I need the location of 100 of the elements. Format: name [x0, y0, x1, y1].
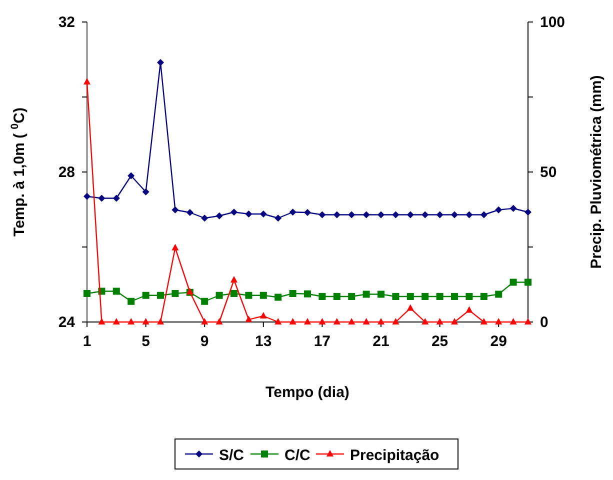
- point: [362, 290, 370, 298]
- point: [245, 210, 252, 218]
- point: [480, 293, 488, 300]
- point: [304, 290, 311, 298]
- point: [142, 318, 150, 324]
- x-tick-label: 21: [372, 333, 390, 350]
- x-tick-label: 13: [255, 333, 272, 350]
- y-tick-label: 24: [58, 314, 76, 331]
- point: [84, 290, 90, 297]
- point: [245, 316, 252, 322]
- point: [112, 318, 120, 324]
- point: [112, 288, 120, 295]
- point: [84, 78, 90, 84]
- point: [230, 276, 238, 282]
- point: [378, 318, 384, 324]
- point: [230, 208, 238, 216]
- point: [157, 292, 164, 299]
- point: [406, 211, 414, 218]
- point: [480, 211, 488, 218]
- point: [274, 318, 282, 324]
- point: [157, 59, 164, 66]
- point: [128, 318, 135, 324]
- point: [333, 211, 340, 218]
- point: [98, 318, 106, 324]
- point: [378, 211, 384, 218]
- point: [304, 318, 311, 324]
- point: [524, 208, 532, 216]
- point: [318, 293, 326, 300]
- point: [480, 318, 488, 324]
- point: [436, 211, 444, 218]
- point: [362, 211, 370, 218]
- point: [466, 211, 473, 218]
- point: [98, 194, 106, 202]
- point: [172, 290, 179, 297]
- point: [436, 293, 444, 300]
- point: [495, 290, 502, 298]
- point: [451, 318, 458, 324]
- point: [392, 211, 400, 218]
- point: [289, 290, 296, 297]
- point: [333, 293, 340, 300]
- point: [451, 293, 458, 300]
- point: [495, 318, 502, 324]
- point: [524, 278, 532, 286]
- point: [230, 290, 238, 297]
- point: [245, 292, 252, 299]
- x-tick-label: 25: [431, 333, 448, 350]
- point: [466, 306, 473, 313]
- x-tick-label: 5: [142, 333, 150, 350]
- x-tick-label: 1: [82, 333, 92, 350]
- point: [186, 209, 194, 216]
- point: [172, 244, 179, 250]
- legend-label: Precipitação: [350, 447, 440, 464]
- point: [142, 292, 150, 299]
- point: [201, 298, 208, 305]
- legend-label: S/C: [219, 447, 244, 464]
- point: [348, 318, 356, 324]
- point: [436, 318, 444, 324]
- x-tick-label: 9: [200, 333, 209, 350]
- point: [142, 188, 150, 196]
- point: [348, 211, 356, 218]
- point: [274, 214, 282, 222]
- point: [260, 292, 267, 299]
- point: [216, 318, 223, 324]
- y2-tick-label: 100: [540, 14, 566, 31]
- point: [260, 210, 267, 218]
- point: [422, 211, 429, 218]
- point: [157, 318, 164, 324]
- point: [378, 290, 384, 298]
- point: [348, 293, 356, 300]
- point: [318, 211, 326, 218]
- point: [201, 214, 208, 222]
- point: [495, 206, 502, 214]
- point: [392, 318, 400, 324]
- point: [128, 298, 135, 305]
- point: [304, 209, 311, 216]
- point: [318, 318, 326, 324]
- y2-axis-title: Precip. Pluviométrica (mm): [588, 75, 605, 269]
- y-tick-label: 28: [58, 164, 75, 181]
- point: [333, 318, 340, 324]
- point: [451, 211, 458, 218]
- point: [216, 292, 223, 299]
- point: [392, 293, 400, 300]
- point: [274, 294, 282, 301]
- point: [422, 293, 429, 300]
- point: [128, 172, 135, 180]
- x-tick-label: 17: [314, 333, 331, 350]
- point: [466, 293, 473, 300]
- point: [510, 204, 517, 212]
- point: [406, 304, 414, 311]
- point: [112, 194, 120, 202]
- point: [201, 318, 208, 324]
- y2-tick-label: 0: [540, 314, 548, 331]
- point: [510, 318, 517, 324]
- y2-tick-label: 50: [540, 164, 557, 181]
- point: [289, 208, 296, 216]
- legend-label: C/C: [284, 447, 310, 464]
- point: [422, 318, 429, 324]
- x-tick-label: 29: [490, 333, 507, 350]
- point: [406, 293, 414, 300]
- y-tick-label: 32: [58, 14, 75, 31]
